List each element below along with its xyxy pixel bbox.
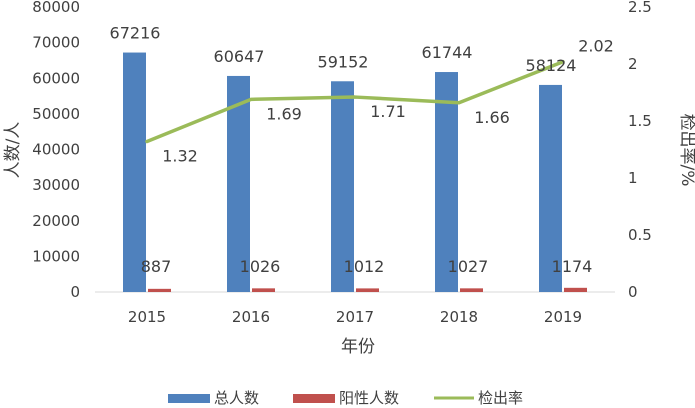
y-axis-title: 人数/人	[3, 122, 23, 179]
data-label-rate: 1.32	[162, 147, 198, 166]
y-tick-label: 80000	[32, 0, 80, 16]
bar-positive	[356, 288, 379, 292]
data-label-rate: 1.69	[266, 104, 302, 123]
legend-label-rate: 检出率	[478, 389, 523, 407]
x-tick-label: 2017	[336, 308, 374, 326]
legend: 总人数 阳性人数 检出率	[168, 389, 523, 407]
y2-tick-label: 1	[628, 169, 638, 187]
data-label-positive: 1174	[552, 257, 593, 276]
data-label-total: 67216	[110, 24, 161, 43]
data-label-rate: 2.02	[578, 37, 614, 56]
y2-tick-label: 0.5	[628, 226, 652, 244]
data-label-positive: 1027	[448, 257, 489, 276]
data-label-positive: 1012	[344, 257, 385, 276]
y-tick-label: 70000	[32, 34, 80, 52]
y-axis-ticks: 0 10000 20000 30000 40000 50000 60000 70000 8000…	[32, 0, 80, 301]
x-tick-label: 2016	[232, 308, 270, 326]
legend-label-total: 总人数	[214, 389, 259, 407]
y2-axis-ticks: 0 0.5 1 1.5 2 2.5	[628, 0, 652, 301]
bar-positive	[564, 287, 587, 292]
x-tick-label: 2019	[544, 308, 582, 326]
y2-tick-label: 1.5	[628, 112, 652, 130]
data-label-total: 59152	[318, 52, 369, 71]
data-label-positive: 1026	[240, 257, 281, 276]
y2-axis-title: 检出率/%	[677, 114, 695, 187]
y-tick-label: 10000	[32, 247, 80, 265]
rate-line	[145, 59, 565, 144]
x-tick-label: 2018	[440, 308, 478, 326]
data-label-rate: 1.66	[474, 108, 510, 127]
y-tick-label: 30000	[32, 176, 80, 194]
x-axis-ticks: 2015 2016 2017 2018 2019	[128, 308, 582, 326]
data-label-total: 60647	[214, 47, 265, 66]
bar-positive	[252, 288, 275, 292]
y-tick-label: 20000	[32, 212, 80, 230]
legend-swatch-positive	[293, 394, 335, 403]
data-label-positive: 887	[141, 257, 172, 276]
legend-swatch-total	[168, 394, 210, 403]
bar-total	[227, 75, 250, 292]
line-layer	[145, 59, 565, 144]
y2-tick-label: 2.5	[628, 0, 652, 16]
y-tick-label: 60000	[32, 69, 80, 87]
bars	[123, 52, 587, 293]
data-label-total: 58124	[526, 56, 577, 75]
bar-total	[539, 84, 562, 292]
x-axis-title: 年份	[341, 337, 375, 357]
bar-total	[435, 72, 458, 292]
x-tick-label: 2015	[128, 308, 166, 326]
data-label-rate: 1.71	[370, 102, 406, 121]
legend-label-positive: 阳性人数	[339, 389, 399, 407]
y-tick-label: 0	[70, 283, 80, 301]
y2-tick-label: 0	[628, 283, 638, 301]
data-label-total: 61744	[422, 43, 473, 62]
y2-tick-label: 2	[628, 55, 638, 73]
bar-positive	[148, 288, 171, 292]
bar-total	[331, 81, 354, 293]
bar-total	[123, 52, 146, 292]
y-tick-label: 40000	[32, 141, 80, 159]
data-labels: 67216 887 60647 1026 59152 1012 61744 1027 58124…	[110, 24, 614, 276]
y-tick-label: 50000	[32, 105, 80, 123]
bar-positive	[460, 288, 483, 292]
